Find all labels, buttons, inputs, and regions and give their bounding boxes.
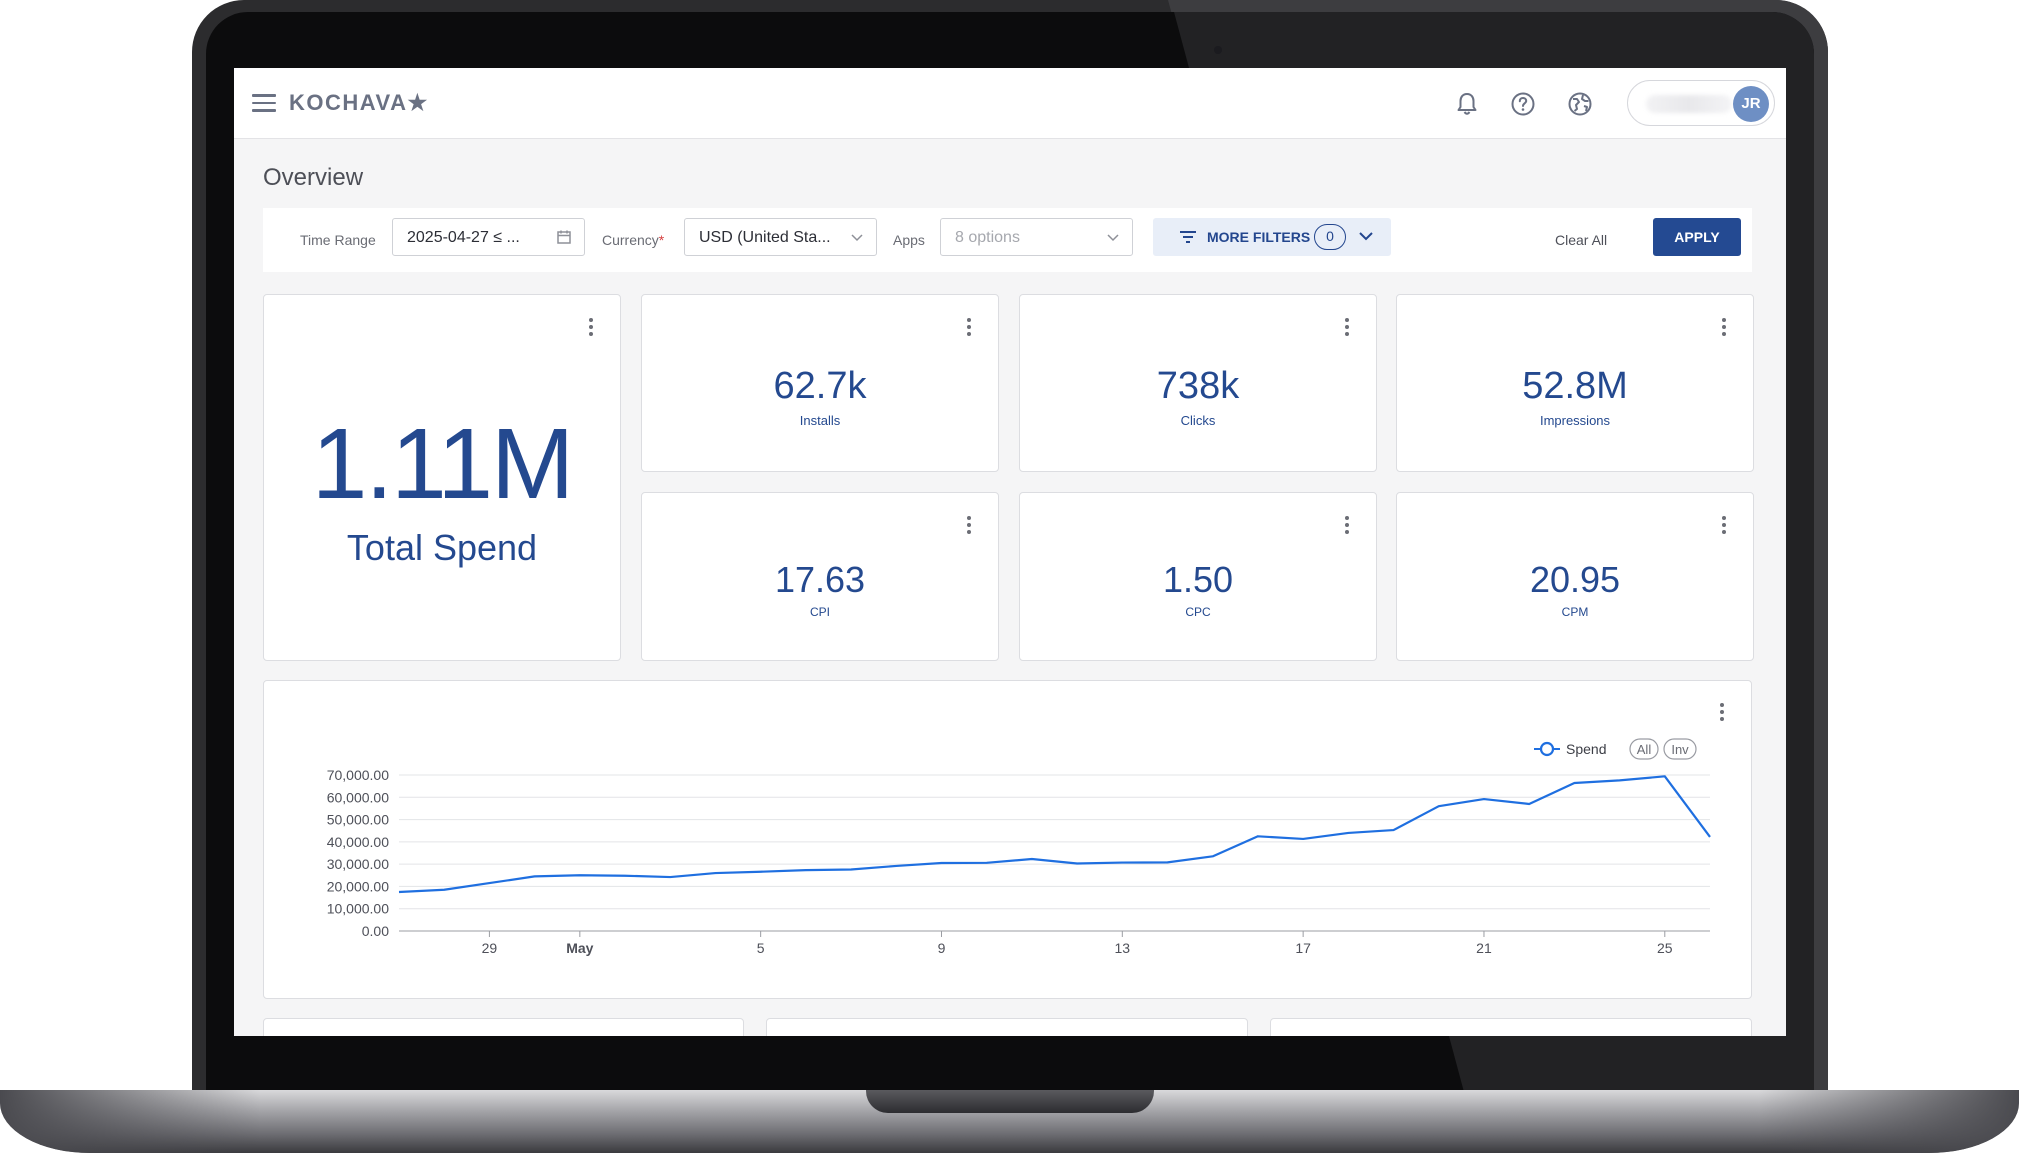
spend-line-chart: Spend All Inv 70,000.00 60,000.00 50,000.0… — [327, 738, 1711, 956]
cpm-card: 20.95 CPM — [1396, 492, 1754, 661]
bottom-card-3 — [1270, 1018, 1752, 1036]
more-filters-label: MORE FILTERS — [1207, 229, 1311, 245]
installs-label: Installs — [799, 413, 841, 428]
x-tick-label: 5 — [757, 940, 765, 956]
legend-all-label: All — [1637, 742, 1652, 757]
more-vertical-icon[interactable] — [1342, 318, 1352, 340]
apps-select[interactable]: 8 options — [940, 218, 1133, 256]
x-tick-label: May — [566, 940, 593, 956]
user-menu[interactable]: JR — [1627, 80, 1775, 126]
calendar-icon — [557, 230, 571, 244]
more-filters-button[interactable]: MORE FILTERS 0 — [1153, 218, 1391, 256]
installs-card: 62.7k Installs — [641, 294, 999, 472]
chevron-down-icon — [1107, 234, 1119, 242]
more-vertical-icon[interactable] — [964, 318, 974, 340]
help-circle-icon[interactable] — [1509, 90, 1537, 118]
legend-all-toggle[interactable] — [1629, 738, 1659, 760]
y-tick-label: 60,000.00 — [327, 789, 389, 805]
bell-icon[interactable] — [1453, 90, 1481, 118]
chevron-down-icon — [851, 234, 863, 242]
more-vertical-icon[interactable] — [964, 516, 974, 538]
apps-placeholder: 8 options — [955, 229, 1020, 246]
clicks-card: 738k Clicks — [1019, 294, 1377, 472]
y-tick-label: 20,000.00 — [327, 878, 389, 894]
filter-icon — [1180, 231, 1196, 243]
cpm-value: 20.95 — [1529, 559, 1621, 600]
cpi-value: 17.63 — [774, 559, 866, 600]
bottom-card-1 — [263, 1018, 744, 1036]
y-tick-label: 10,000.00 — [327, 901, 389, 917]
currency-label: Currency* — [602, 232, 664, 248]
impressions-card: 52.8M Impressions — [1396, 294, 1754, 472]
x-tick-label: 17 — [1295, 940, 1311, 956]
laptop-hinge-notch — [866, 1090, 1154, 1113]
y-axis: 70,000.00 60,000.00 50,000.00 40,000.00 30,0… — [327, 767, 390, 939]
legend-marker — [1539, 741, 1555, 757]
y-tick-label: 70,000.00 — [327, 767, 389, 783]
x-tick-label: 29 — [482, 940, 498, 956]
currency-select[interactable]: USD (United Sta... — [684, 218, 877, 256]
impressions-value: 52.8M — [1522, 365, 1628, 407]
time-range-picker[interactable]: 2025-04-27 ≤ ... — [392, 218, 585, 256]
legend-series-label[interactable]: Spend — [1566, 741, 1606, 757]
time-range-label: Time Range — [300, 232, 376, 248]
more-vertical-icon[interactable] — [1717, 703, 1727, 725]
more-filters-count-badge: 0 — [1314, 224, 1346, 250]
more-vertical-icon[interactable] — [1719, 516, 1729, 538]
clicks-label: Clicks — [1180, 413, 1216, 428]
x-tick-label: 25 — [1657, 940, 1673, 956]
series-line-spend[interactable] — [398, 775, 1711, 894]
filter-bar: Time Range 2025-04-27 ≤ ... Currency* US… — [263, 208, 1752, 272]
time-range-value: 2025-04-27 ≤ ... — [407, 229, 520, 246]
total-spend-card: 1.11M Total Spend — [263, 294, 621, 661]
hamburger-menu-icon[interactable] — [252, 94, 276, 112]
bottom-card-2 — [766, 1018, 1248, 1036]
page-title: Overview — [263, 164, 364, 191]
base-shade-left — [0, 1090, 260, 1153]
currency-value: USD (United Sta... — [699, 229, 831, 246]
cpm-label: CPM — [1561, 605, 1589, 619]
camera-dot — [1214, 46, 1222, 54]
total-spend-value: 1.11M — [311, 408, 575, 520]
app-screen: KOCHAVA★ JR Overview Time Range 2025-04-… — [234, 68, 1786, 1036]
clicks-value: 738k — [1156, 365, 1240, 407]
currency-label-text: Currency — [602, 232, 659, 248]
cpc-value: 1.50 — [1162, 559, 1234, 600]
x-tick-label: 13 — [1115, 940, 1131, 956]
more-vertical-icon[interactable] — [1342, 516, 1352, 538]
globe-icon[interactable] — [1566, 90, 1594, 118]
cpi-label: CPI — [809, 605, 830, 619]
legend-inv-toggle[interactable] — [1663, 738, 1697, 760]
apps-label: Apps — [893, 232, 925, 248]
cpc-card: 1.50 CPC — [1019, 492, 1377, 661]
x-tick-label: 9 — [938, 940, 946, 956]
cpi-card: 17.63 CPI — [641, 492, 999, 661]
blurred-username — [1646, 95, 1732, 113]
x-axis: 29 May 5 9 13 17 21 25 — [482, 931, 1673, 956]
spend-chart-card: Spend All Inv 70,000.00 60,000.00 50,000.0… — [263, 680, 1752, 999]
apply-button[interactable]: APPLY — [1653, 218, 1741, 256]
y-tick-label: 0.00 — [362, 923, 389, 939]
avatar: JR — [1733, 86, 1769, 122]
y-tick-label: 50,000.00 — [327, 812, 389, 828]
installs-value: 62.7k — [773, 365, 867, 407]
more-vertical-icon[interactable] — [586, 318, 596, 340]
cpc-label: CPC — [1185, 605, 1211, 619]
chevron-down-icon — [1359, 232, 1373, 241]
brand-logo: KOCHAVA★ — [289, 90, 429, 115]
top-navigation-bar: KOCHAVA★ JR — [234, 68, 1786, 139]
total-spend-label: Total Spend — [346, 527, 538, 568]
y-tick-label: 40,000.00 — [327, 834, 389, 850]
legend-inv-label: Inv — [1671, 742, 1689, 757]
chart-gridlines — [399, 774, 1710, 932]
clear-all-button[interactable]: Clear All — [1555, 232, 1608, 248]
y-tick-label: 30,000.00 — [327, 856, 389, 872]
x-tick-label: 21 — [1476, 940, 1492, 956]
impressions-label: Impressions — [1539, 413, 1611, 428]
chart-legend: Spend All Inv — [1534, 738, 1697, 760]
base-shade-right — [1759, 1090, 2019, 1153]
more-vertical-icon[interactable] — [1719, 318, 1729, 340]
required-marker: * — [658, 232, 665, 248]
spend-series — [398, 775, 1711, 894]
